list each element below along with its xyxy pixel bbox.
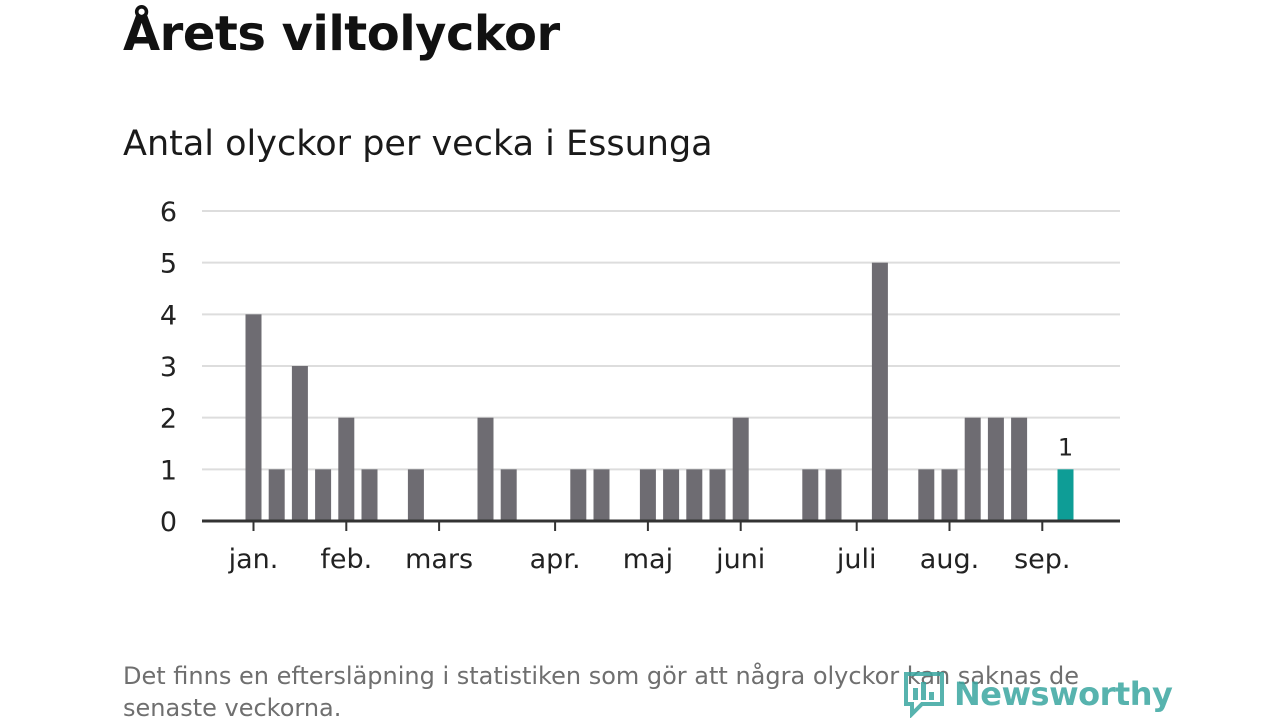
chart-title: Årets viltolyckor — [123, 6, 560, 62]
x-tick-label-maj: maj — [623, 544, 673, 575]
bar-week-20 — [686, 469, 703, 521]
bar-week-25 — [802, 469, 819, 521]
bar-week-11 — [477, 417, 494, 521]
y-tick-label-1: 1 — [160, 455, 177, 486]
data-label-week-36: 1 — [1058, 433, 1073, 461]
bar-week-30 — [918, 469, 935, 521]
bar-week-26 — [825, 469, 842, 521]
bar-week-3 — [291, 366, 308, 521]
y-tick-label-0: 0 — [160, 507, 177, 538]
bar-week-6 — [361, 469, 378, 521]
bar-week-36 — [1057, 469, 1074, 521]
newsworthy-logo: Newsworthy — [902, 668, 1173, 720]
y-tick-label-6: 6 — [160, 197, 177, 228]
bar-week-32 — [964, 417, 981, 521]
bar-week-18 — [639, 469, 656, 521]
bar-week-4 — [315, 469, 332, 521]
y-tick-label-5: 5 — [160, 249, 177, 280]
bar-week-5 — [338, 417, 355, 521]
bar-week-8 — [407, 469, 424, 521]
x-tick-label-apr.: apr. — [530, 544, 581, 575]
bar-chart: 0 1 2 3 4 5 6 jan. feb. mars apr. maj juni juli aug. se… — [160, 197, 1120, 575]
y-tick-label-3: 3 — [160, 352, 177, 383]
bar-week-2 — [268, 469, 285, 521]
bar-week-33 — [987, 417, 1004, 521]
y-tick-label-2: 2 — [160, 404, 177, 435]
y-tick-label-4: 4 — [160, 300, 177, 331]
bar-week-1 — [245, 314, 262, 521]
x-tick-label-juli: juli — [836, 544, 877, 575]
x-tick-label-mars: mars — [405, 544, 473, 575]
bar-week-28 — [871, 262, 888, 521]
bar-week-34 — [1011, 417, 1028, 521]
bars — [245, 262, 1074, 521]
x-tick-label-juni: juni — [715, 544, 765, 575]
labels: 0 1 2 3 4 5 6 jan. feb. mars apr. maj juni juli aug. se… — [160, 197, 1073, 575]
bar-week-31 — [941, 469, 958, 521]
bar-week-15 — [570, 469, 587, 521]
x-tick-label-aug.: aug. — [920, 544, 979, 575]
newsworthy-logo-icon — [904, 672, 944, 718]
x-tick-label-jan.: jan. — [228, 544, 279, 575]
axes — [202, 519, 1120, 531]
bar-week-21 — [709, 469, 726, 521]
x-tick-label-feb.: feb. — [320, 544, 372, 575]
chart-subtitle: Antal olyckor per vecka i Essunga — [123, 124, 713, 164]
gridlines — [202, 210, 1120, 471]
bar-week-19 — [663, 469, 680, 521]
bar-week-22 — [732, 417, 749, 521]
x-tick-label-sep.: sep. — [1014, 544, 1070, 575]
bar-week-16 — [593, 469, 610, 521]
newsworthy-logo-text: Newsworthy — [954, 675, 1173, 713]
bar-week-12 — [500, 469, 517, 521]
